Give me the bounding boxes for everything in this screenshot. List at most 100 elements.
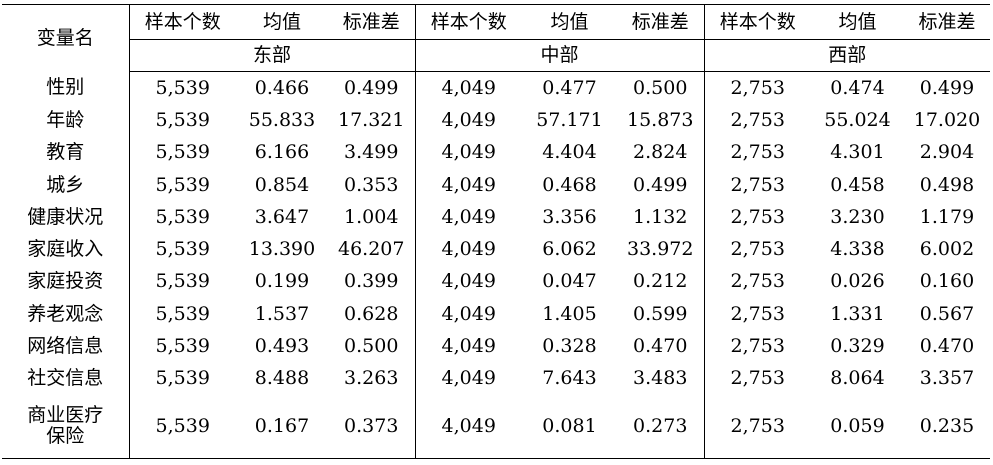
- value-cell: 2,753: [703, 168, 811, 202]
- value-cell: 4,049: [414, 265, 522, 299]
- value-cell: 0.470: [919, 335, 975, 358]
- value-cell: 4,049: [414, 362, 522, 395]
- table-row: 家庭收入 5,539 13.390 46.207 4,049 6.062 33.972 2,7…: [2, 233, 990, 266]
- value-cell: 2,753: [703, 298, 811, 331]
- table-row: 城乡 5,539 0.854 0.353 4,049 0.468 0.499 2,753 0.4…: [2, 168, 990, 202]
- variable-name-cell: 城乡: [46, 173, 85, 196]
- value-cell: 2,753: [703, 330, 811, 363]
- value-cell: 3.230: [830, 205, 885, 228]
- variable-name-cell: 教育: [46, 141, 85, 164]
- variable-name-header: 变量名: [36, 26, 94, 49]
- value-cell: 1.004: [344, 205, 399, 228]
- value-cell: 5,539: [128, 71, 236, 105]
- value-cell: 46.207: [338, 238, 405, 261]
- variable-name-cell: 年龄: [46, 108, 85, 131]
- table-row: 健康状况 5,539 3.647 1.004 4,049 3.356 1.132 2,753 3…: [2, 201, 990, 234]
- value-cell: 7.643: [542, 367, 597, 390]
- value-cell: 0.477: [542, 76, 597, 99]
- value-cell: 3.263: [344, 367, 399, 390]
- value-cell: 0.854: [254, 173, 310, 196]
- west-sample-size-header: 样本个数: [703, 4, 811, 40]
- value-cell: 3.647: [254, 205, 310, 228]
- value-cell: 4.301: [830, 141, 885, 164]
- variable-name-cell: 社交信息: [27, 367, 104, 390]
- region-west: 西部: [703, 39, 990, 72]
- central-mean-header: 均值: [522, 4, 617, 40]
- value-cell: 33.972: [627, 238, 694, 261]
- value-cell: 17.321: [338, 108, 405, 131]
- west-std-header: 标准差: [904, 4, 990, 40]
- value-cell: 2,753: [703, 233, 811, 266]
- value-cell: 2,753: [703, 136, 811, 169]
- value-cell: 0.167: [236, 394, 328, 459]
- table-row: 年龄 5,539 55.833 17.321 4,049 57.171 15.873 2,75…: [2, 104, 990, 137]
- value-cell: 13.390: [248, 238, 316, 261]
- value-cell: 0.235: [904, 394, 990, 459]
- descriptive-statistics-table: 变量名 样本个数 均值 标准差 样本个数 均值 标准差 样本个数 均值 标准差 …: [2, 4, 990, 459]
- variable-name-cell: 家庭收入: [27, 238, 104, 261]
- value-cell: 4,049: [414, 330, 522, 363]
- value-cell: 0.628: [344, 302, 399, 325]
- value-cell: 15.873: [627, 108, 694, 131]
- table-body: 变量名 样本个数 均值 标准差 样本个数 均值 标准差 样本个数 均值 标准差 …: [2, 4, 990, 459]
- value-cell: 1.405: [542, 302, 597, 325]
- header-row: 变量名 样本个数 均值 标准差 样本个数 均值 标准差 样本个数 均值 标准差: [2, 4, 990, 48]
- value-cell: 0.329: [830, 335, 885, 358]
- value-cell: 6.166: [254, 141, 310, 164]
- table-row: 家庭投资 5,539 0.199 0.399 4,049 0.047 0.212 2,753 0…: [2, 265, 990, 299]
- value-cell: 2,753: [703, 265, 811, 299]
- value-cell: 6.002: [919, 238, 975, 261]
- value-cell: 0.466: [254, 76, 310, 99]
- value-cell: 4,049: [414, 168, 522, 202]
- value-cell: 5,539: [128, 136, 236, 169]
- value-cell: 8.064: [830, 367, 885, 390]
- variable-name-cell: 养老观念: [27, 302, 104, 325]
- value-cell: 1.132: [633, 205, 688, 228]
- table-row: 社交信息 5,539 8.488 3.263 4,049 7.643 3.483 2,753 8…: [2, 362, 990, 395]
- value-cell: 4.404: [542, 141, 597, 164]
- value-cell: 0.474: [830, 76, 885, 99]
- table-row: 教育 5,539 6.166 3.499 4,049 4.404 2.824 2,753 4.3…: [2, 136, 990, 169]
- value-cell: 4,049: [414, 201, 522, 234]
- east-std-header: 标准差: [328, 4, 415, 40]
- value-cell: 3.499: [344, 141, 399, 164]
- variable-name-cell: 商业医疗 保险: [2, 394, 129, 459]
- value-cell: 0.599: [633, 302, 688, 325]
- value-cell: 0.273: [617, 394, 704, 459]
- value-cell: 2,753: [703, 104, 811, 137]
- value-cell: 0.470: [633, 335, 688, 358]
- value-cell: 0.399: [344, 270, 399, 293]
- east-mean-header: 均值: [236, 4, 328, 40]
- value-cell: 5,539: [128, 233, 236, 266]
- value-cell: 2.824: [633, 141, 688, 164]
- value-cell: 4,049: [414, 104, 522, 137]
- value-cell: 0.081: [522, 394, 617, 459]
- value-cell: 5,539: [128, 104, 236, 137]
- variable-name-cell: 性别: [46, 76, 85, 99]
- value-cell: 2.904: [919, 141, 975, 164]
- region-east: 东部: [128, 39, 415, 72]
- variable-name-cell: 家庭投资: [27, 270, 104, 293]
- table-row: 商业医疗 保险 5,539 0.167 0.373 4,049 0.081 0.273 2,75…: [2, 394, 990, 459]
- value-cell: 5,539: [128, 394, 236, 459]
- value-cell: 5,539: [128, 362, 236, 395]
- value-cell: 0.468: [542, 173, 597, 196]
- east-sample-size-header: 样本个数: [128, 4, 236, 40]
- value-cell: 2,753: [703, 362, 811, 395]
- value-cell: 4.338: [830, 238, 885, 261]
- value-cell: 1.537: [254, 302, 310, 325]
- variable-name-cell: 网络信息: [27, 335, 104, 358]
- value-cell: 0.373: [328, 394, 415, 459]
- value-cell: 5,539: [128, 265, 236, 299]
- table-row: 养老观念 5,539 1.537 0.628 4,049 1.405 0.599 2,753 1…: [2, 298, 990, 331]
- value-cell: 4,049: [414, 394, 522, 459]
- value-cell: 5,539: [128, 298, 236, 331]
- value-cell: 17.020: [913, 108, 981, 131]
- value-cell: 4,049: [414, 298, 522, 331]
- value-cell: 4,049: [414, 71, 522, 105]
- value-cell: 0.353: [344, 173, 399, 196]
- value-cell: 55.024: [824, 108, 891, 131]
- value-cell: 57.171: [536, 108, 603, 131]
- value-cell: 2,753: [703, 71, 811, 105]
- value-cell: 0.498: [919, 173, 975, 196]
